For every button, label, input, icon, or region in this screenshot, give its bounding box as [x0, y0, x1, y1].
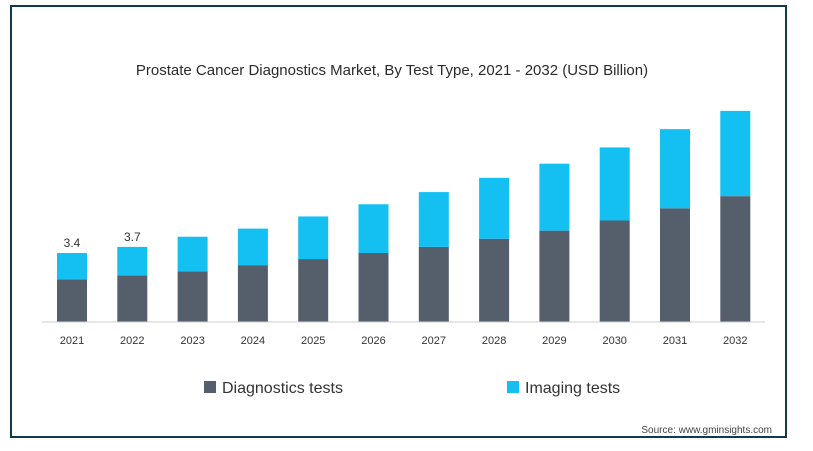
bar-imaging-2021 [57, 252, 87, 280]
x-tick-2028: 2028 [482, 335, 506, 347]
bar-diagnostics-2022 [117, 275, 148, 322]
bar-diagnostics-2030 [599, 220, 630, 322]
x-tick-2026: 2026 [361, 335, 385, 347]
legend-swatch-diagnostics [204, 381, 216, 393]
data-labels-group: 3.4 3.7 [64, 230, 141, 250]
x-tick-2032: 2032 [723, 335, 747, 347]
chart-title: Prostate Cancer Diagnostics Market, By T… [136, 62, 648, 79]
bar-diagnostics-2029 [539, 230, 570, 322]
bars-group [57, 110, 751, 322]
bar-diagnostics-2031 [660, 208, 690, 322]
bar-imaging-2025 [298, 216, 329, 260]
x-tick-2022: 2022 [120, 335, 144, 347]
x-tick-2021: 2021 [60, 335, 84, 347]
bar-imaging-2031 [660, 129, 690, 209]
bar-imaging-2023 [177, 236, 208, 272]
x-tick-2025: 2025 [301, 335, 325, 347]
x-tick-2023: 2023 [180, 335, 204, 347]
chart-frame [10, 5, 787, 438]
bar-diagnostics-2027 [418, 246, 449, 322]
x-ticks-group: 2021 2022 2023 2024 2025 2026 2027 2028 2029 2030… [60, 335, 748, 347]
x-tick-2030: 2030 [602, 335, 626, 347]
bar-diagnostics-2025 [298, 259, 329, 322]
bar-diagnostics-2032 [720, 196, 751, 322]
bar-diagnostics-2024 [237, 265, 268, 322]
bar-imaging-2027 [418, 192, 449, 247]
x-tick-2024: 2024 [241, 335, 265, 347]
legend-label-diagnostics: Diagnostics tests [222, 380, 343, 397]
bar-diagnostics-2023 [177, 271, 208, 322]
legend-label-imaging: Imaging tests [525, 380, 620, 397]
data-label-2021: 3.4 [64, 236, 81, 250]
bar-imaging-2022 [117, 246, 148, 276]
bar-diagnostics-2021 [57, 279, 87, 322]
source-note: Source: www.gminsights.com [641, 425, 772, 436]
legend-swatch-imaging [507, 381, 519, 393]
bar-imaging-2032 [720, 110, 751, 197]
bar-imaging-2029 [539, 163, 570, 231]
x-tick-2031: 2031 [663, 335, 687, 347]
bar-imaging-2026 [358, 204, 389, 253]
bar-diagnostics-2028 [479, 238, 510, 322]
bar-diagnostics-2026 [358, 252, 389, 322]
legend: Diagnostics tests Imaging tests [204, 380, 620, 397]
x-tick-2027: 2027 [422, 335, 446, 347]
x-tick-2029: 2029 [542, 335, 566, 347]
bar-imaging-2024 [237, 228, 268, 266]
bar-imaging-2028 [479, 177, 510, 239]
bar-imaging-2030 [599, 147, 630, 221]
data-label-2022: 3.7 [124, 230, 141, 244]
